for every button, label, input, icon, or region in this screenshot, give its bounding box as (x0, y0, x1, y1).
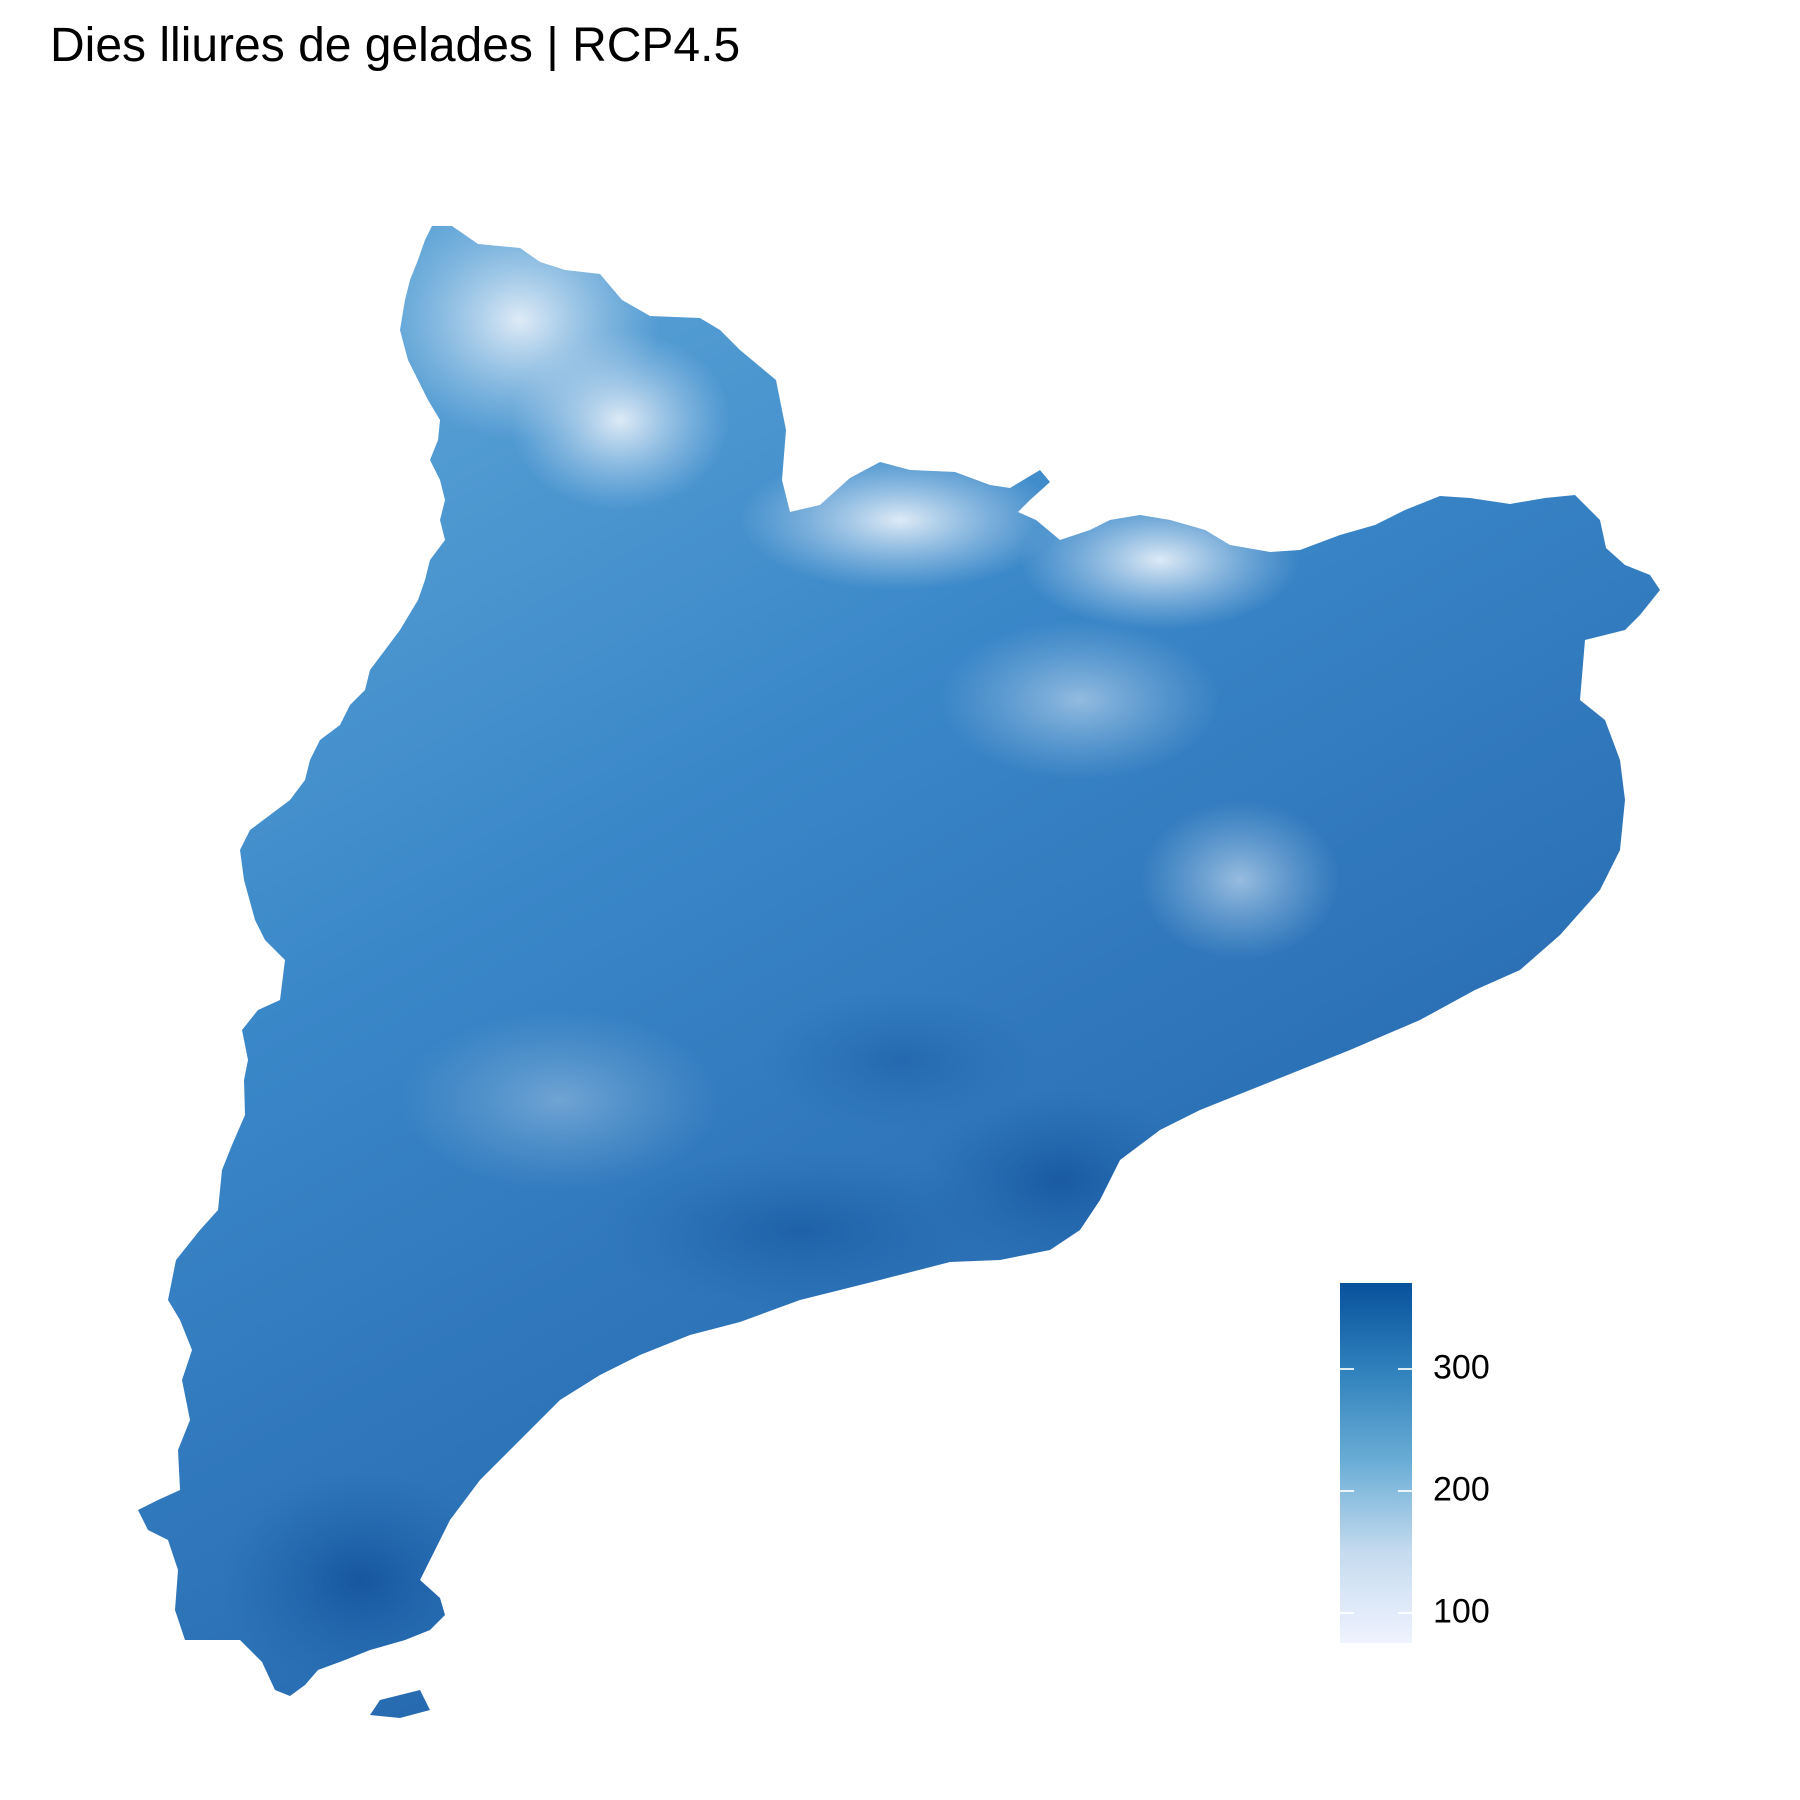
legend-tick-mark (1340, 1490, 1354, 1492)
legend-colorbar (1340, 1283, 1412, 1643)
legend-tick-mark (1398, 1490, 1412, 1492)
legend-tick-mark (1398, 1612, 1412, 1614)
legend-tick-label: 300 (1433, 1348, 1490, 1387)
color-legend: 300 200 100 (1340, 1283, 1540, 1643)
map-title: Dies lliures de gelades | RCP4.5 (50, 19, 741, 72)
legend-tick-mark (1398, 1368, 1412, 1370)
legend-tick-label: 100 (1433, 1592, 1490, 1631)
legend-tick-label: 200 (1433, 1470, 1490, 1509)
legend-tick-mark (1340, 1612, 1354, 1614)
legend-tick-mark (1340, 1368, 1354, 1370)
